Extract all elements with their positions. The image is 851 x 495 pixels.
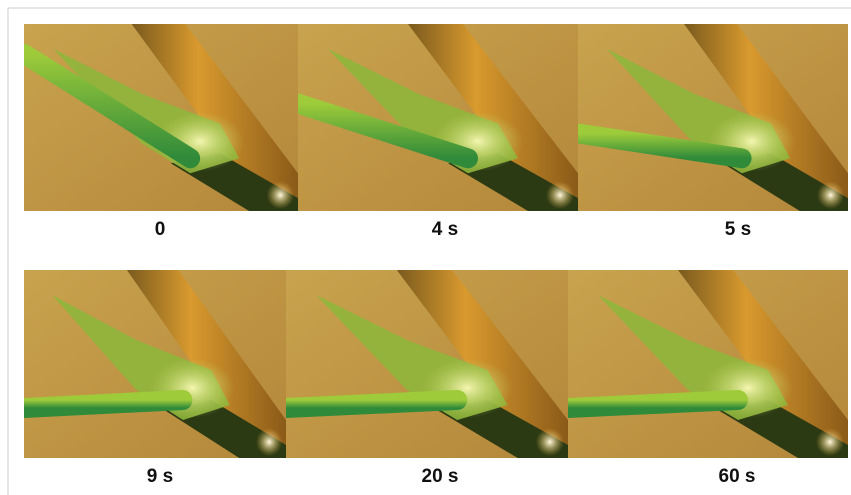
panel: 5 s: [578, 24, 848, 240]
time-label: 20 s: [422, 466, 459, 487]
time-label: 5 s: [725, 219, 751, 240]
figure: 0 4 s 5 s 9 s 20 s 60 s: [0, 0, 851, 495]
panel: 9 s: [24, 270, 286, 487]
panel: 0: [24, 24, 298, 240]
time-label: 4 s: [432, 219, 458, 240]
panel: 20 s: [286, 270, 568, 487]
time-label: 9 s: [147, 466, 173, 487]
panel: 60 s: [568, 270, 848, 487]
time-label: 60 s: [719, 466, 756, 487]
time-label: 0: [155, 219, 166, 240]
panel: 4 s: [298, 24, 578, 240]
